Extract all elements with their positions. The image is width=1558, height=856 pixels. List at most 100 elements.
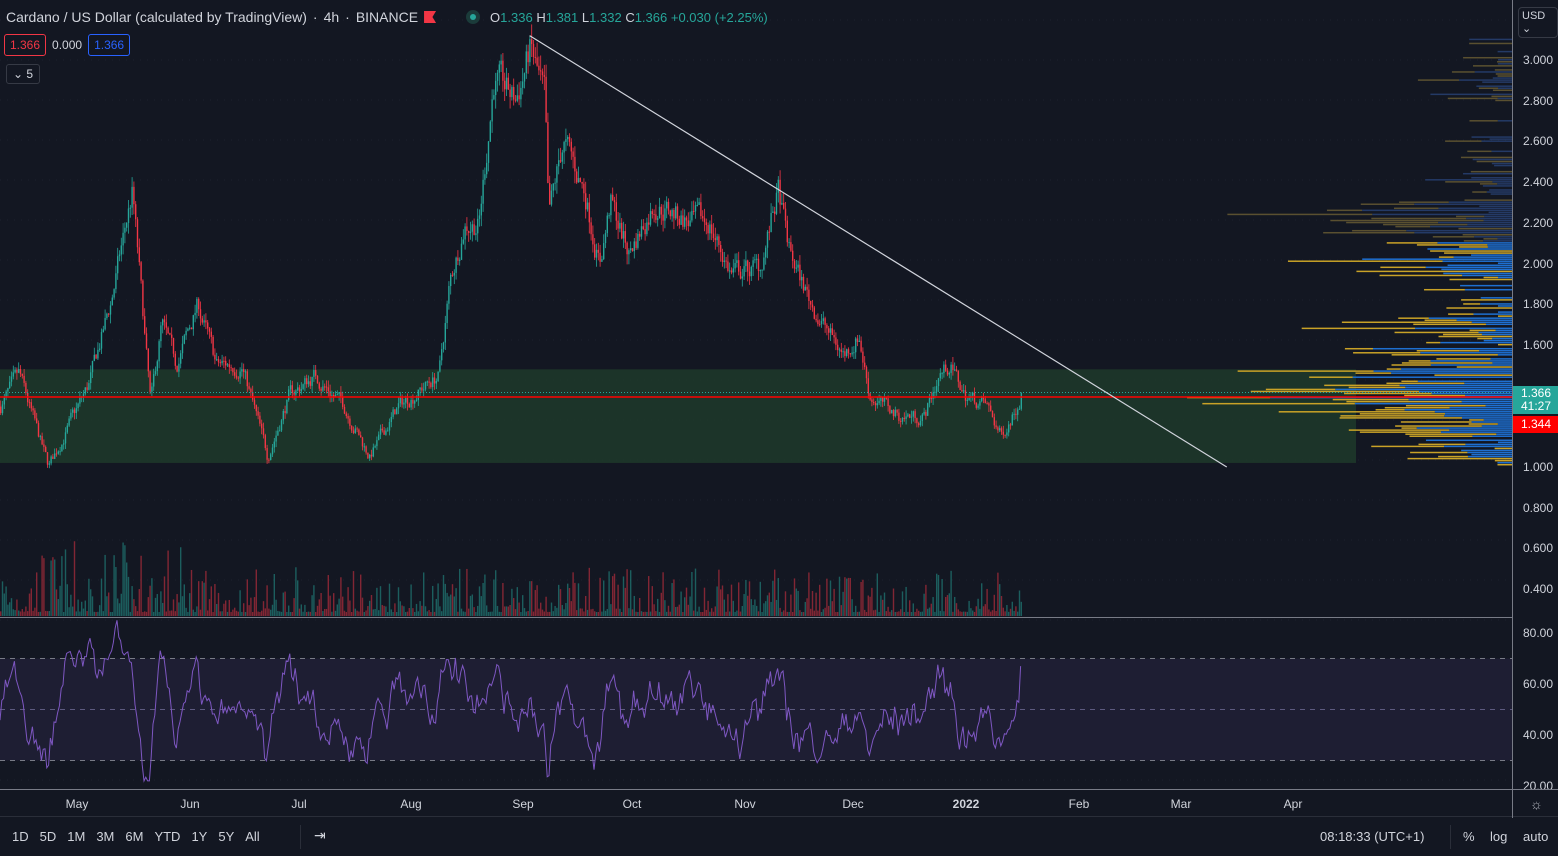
volume-bar — [1011, 601, 1013, 616]
candle — [158, 341, 160, 362]
range-button-ytd[interactable]: YTD — [154, 829, 181, 844]
volume-profile-up-bar — [1441, 268, 1512, 271]
candle — [307, 381, 310, 385]
settings-gear-icon[interactable]: ☼ — [1530, 796, 1543, 812]
volume-bar — [885, 611, 887, 616]
range-button-1y[interactable]: 1Y — [191, 829, 208, 844]
volume-bar — [993, 594, 995, 616]
volume-profile-up-bar — [1497, 262, 1512, 264]
volume-bar — [194, 611, 196, 616]
auto-toggle[interactable]: auto — [1523, 829, 1549, 844]
range-button-1d[interactable]: 1D — [12, 829, 29, 844]
candle — [34, 410, 36, 419]
volume-bar — [923, 593, 925, 616]
volume-bar — [644, 611, 646, 616]
candle — [673, 209, 675, 219]
chart-canvas[interactable] — [0, 0, 1512, 789]
volume-bar — [691, 571, 693, 616]
volume-profile-up-bar — [1449, 429, 1512, 431]
flag-icon[interactable] — [424, 11, 437, 23]
candle — [939, 373, 941, 379]
volume-profile-down-bar — [1355, 372, 1392, 374]
volume-profile-down-bar — [1391, 364, 1431, 366]
volume-profile-up-bar — [1474, 71, 1512, 73]
candle — [543, 75, 545, 77]
volume-bar — [703, 587, 706, 616]
range-button-6m[interactable]: 6M — [125, 829, 144, 844]
price-tick: 3.000 — [1522, 53, 1553, 67]
volume-bar — [554, 606, 556, 616]
volume-bar — [115, 567, 117, 616]
candle — [727, 261, 729, 271]
volume-bar — [118, 603, 121, 616]
volume-bar — [918, 610, 920, 616]
volume-bar — [54, 559, 56, 616]
symbol-title[interactable]: Cardano / US Dollar (calculated by Tradi… — [6, 9, 307, 25]
log-toggle[interactable]: log — [1490, 829, 1508, 844]
candle — [12, 372, 14, 377]
candle — [97, 349, 99, 359]
percent-toggle[interactable]: % — [1463, 829, 1475, 844]
candle — [784, 208, 787, 221]
volume-bar — [700, 611, 702, 616]
volume-profile-down-bar — [1477, 337, 1493, 340]
candle — [909, 414, 911, 418]
range-button-5d[interactable]: 5D — [39, 829, 57, 844]
volume-bar — [0, 611, 2, 616]
candle — [453, 272, 455, 276]
volume-bar — [714, 606, 716, 616]
volume-bar — [795, 588, 797, 616]
price-tick: 0.400 — [1522, 582, 1553, 597]
volume-profile-down-bar — [1445, 181, 1493, 183]
sell-button[interactable]: 1.366 — [4, 34, 47, 56]
buy-button[interactable]: 1.366 — [88, 34, 131, 56]
volume-profile-up-bar — [1430, 360, 1512, 362]
range-button-all[interactable]: All — [245, 829, 260, 844]
volume-profile-down-bar — [1470, 170, 1512, 173]
clock[interactable]: 08:18:33 (UTC+1) — [1320, 829, 1425, 844]
indicators-toggle[interactable]: ⌄ 5 — [6, 64, 41, 84]
volume-profile-up-bar — [1406, 229, 1512, 232]
volume-bar — [25, 606, 27, 616]
candle — [599, 252, 601, 262]
volume-bar — [693, 610, 695, 616]
candle — [311, 376, 313, 386]
candle — [957, 371, 959, 382]
volume-profile-up-bar — [1408, 398, 1512, 401]
candle — [187, 328, 189, 331]
time-axis[interactable]: May Jun Jul Aug Sep Oct Nov Dec 2022 Feb Mar Apr ☼ — [0, 789, 1558, 818]
candle — [466, 226, 468, 231]
candle — [77, 403, 79, 409]
volume-bar — [41, 555, 43, 616]
volume-profile-down-bar — [1380, 266, 1426, 269]
volume-bar — [910, 611, 913, 616]
range-button-1m[interactable]: 1M — [67, 829, 86, 844]
candle — [90, 372, 92, 384]
candle — [565, 139, 567, 143]
volume-bar — [21, 609, 23, 616]
volume-bar — [493, 579, 495, 616]
candle — [806, 286, 808, 290]
candle — [396, 408, 398, 415]
volume-bar — [340, 577, 342, 616]
range-button-5y[interactable]: 5Y — [218, 829, 235, 844]
candle — [486, 162, 488, 175]
range-button-3m[interactable]: 3M — [96, 829, 115, 844]
candle — [10, 376, 13, 382]
volume-bar — [826, 578, 828, 616]
candle — [153, 374, 155, 387]
volume-profile-up-bar — [1448, 201, 1512, 203]
volume-profile-up-bar — [1438, 221, 1512, 224]
candle — [100, 332, 103, 349]
interval[interactable]: 4h — [323, 9, 340, 25]
currency-select[interactable]: USD ⌄ — [1518, 7, 1558, 38]
volume-bar — [210, 586, 212, 616]
volume-profile-up-bar — [1362, 209, 1512, 212]
price-axis[interactable]: USD ⌄ 3.000 2.800 2.600 2.400 2.200 2.000 1.80… — [1512, 0, 1558, 793]
candle — [75, 408, 77, 414]
candle — [703, 218, 706, 223]
go-to-date-icon[interactable]: ⇥ — [314, 827, 326, 843]
candle — [126, 222, 128, 228]
candle — [572, 151, 574, 157]
candle — [891, 410, 893, 414]
